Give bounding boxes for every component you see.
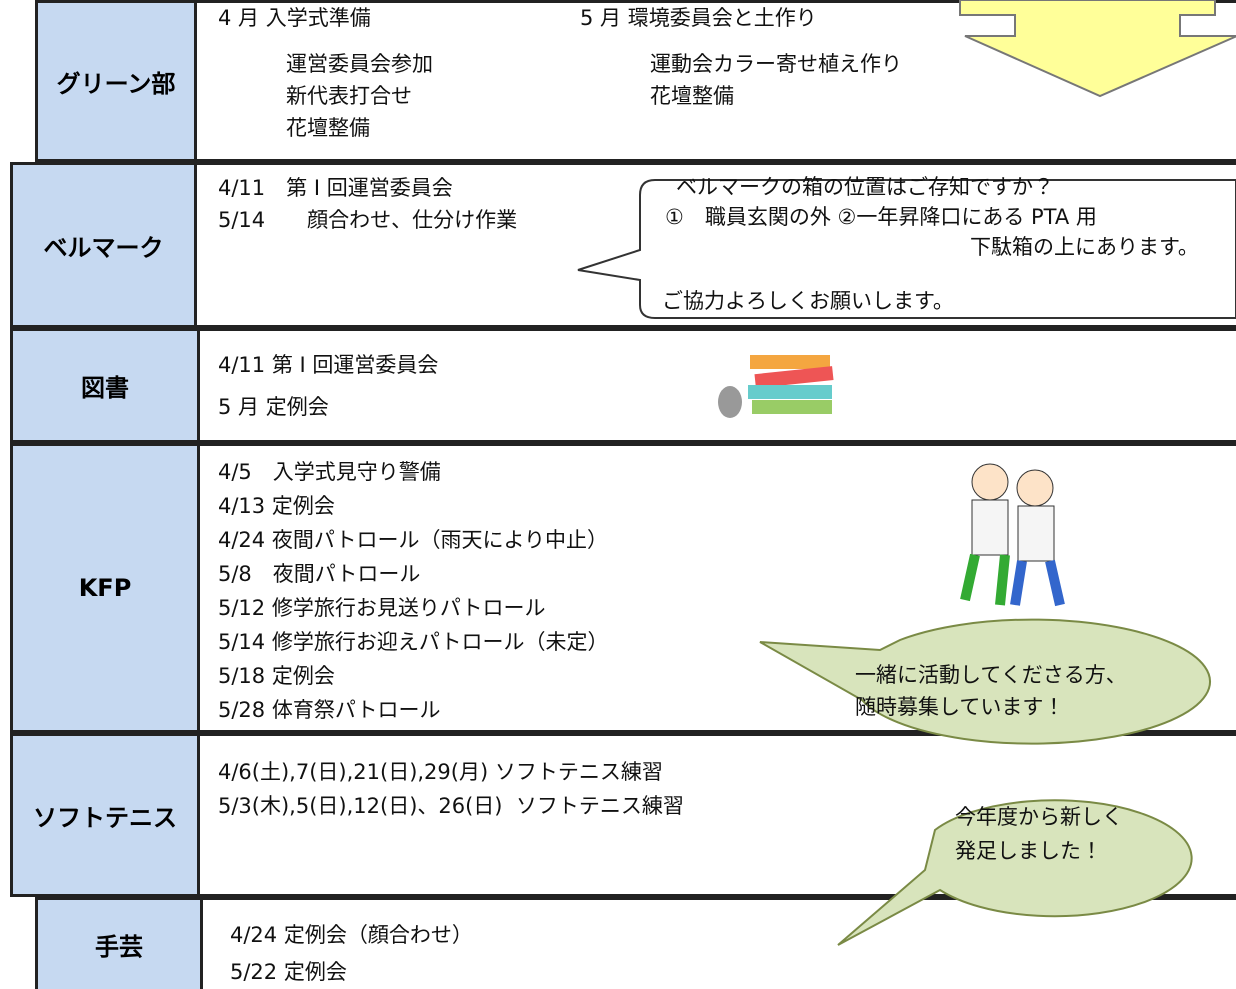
guard bbox=[1016, 469, 1054, 507]
callout-text: 随時募集しています！ bbox=[855, 695, 1064, 719]
callout-text: 今年度から新しく bbox=[955, 805, 1123, 829]
schedule-line: 運動会カラー寄せ植え作り bbox=[650, 52, 902, 76]
callout bbox=[837, 799, 1193, 946]
row-label: ベルマーク bbox=[10, 162, 197, 328]
schedule-line: 4/11 第 I 回運営委員会 bbox=[218, 176, 453, 200]
callout-text: ご協力よろしくお願いします。 bbox=[662, 289, 954, 313]
schedule-line: 5/18 定例会 bbox=[218, 664, 335, 688]
row-label: グリーン部 bbox=[35, 0, 197, 162]
guard bbox=[971, 499, 1009, 556]
row-label: 図書 bbox=[10, 328, 200, 443]
books bbox=[754, 366, 834, 389]
books bbox=[750, 355, 830, 369]
schedule-line: 花壇整備 bbox=[650, 84, 734, 108]
callout-text: 一緒に活動してくださる方、 bbox=[855, 663, 1127, 687]
schedule-line: 新代表打合せ bbox=[286, 84, 412, 108]
guard bbox=[960, 553, 1010, 606]
schedule-line: 4 月 入学式準備 bbox=[218, 6, 371, 30]
schedule-line: 4/5 入学式見守り警備 bbox=[218, 460, 441, 484]
schedule-line: 4/13 定例会 bbox=[218, 494, 335, 518]
schedule-line: 運営委員会参加 bbox=[286, 52, 433, 76]
row-label: KFP bbox=[10, 443, 200, 733]
schedule-line: 5/28 体育祭パトロール bbox=[218, 698, 441, 722]
schedule-line: 花壇整備 bbox=[286, 116, 370, 140]
row-label: 手芸 bbox=[35, 897, 203, 989]
callout bbox=[577, 179, 1236, 319]
guard bbox=[1010, 559, 1065, 607]
books bbox=[752, 400, 832, 414]
schedule-line: 5/3(木),5(日),12(日)、26(日) ソフトテニス練習 bbox=[218, 794, 684, 818]
schedule-line: 5 月 定例会 bbox=[218, 395, 329, 419]
schedule-line: 5 月 環境委員会と土作り bbox=[580, 6, 817, 30]
schedule-line: 5/8 夜間パトロール bbox=[218, 562, 421, 586]
schedule-line: 4/24 定例会（顔合わせ） bbox=[230, 923, 473, 947]
callout-text: 下駄箱の上にあります。 bbox=[970, 235, 1199, 259]
arrow bbox=[959, 0, 1236, 98]
callout-text: ベルマークの箱の位置はご存知ですか？ bbox=[676, 175, 1054, 199]
guard bbox=[1017, 505, 1055, 562]
schedule-line: 4/24 夜間パトロール（雨天により中止） bbox=[218, 528, 609, 552]
content-cell bbox=[200, 328, 1236, 443]
callout-text: 発足しました！ bbox=[955, 839, 1102, 863]
row-label: ソフトテニス bbox=[10, 733, 200, 897]
schedule-line: 4/6(土),7(日),21(日),29(月) ソフトテニス練習 bbox=[218, 760, 663, 784]
schedule-line: 5/14 修学旅行お迎えパトロール（未定） bbox=[218, 630, 609, 654]
schedule-line: 5/14 顔合わせ、仕分け作業 bbox=[218, 208, 518, 232]
books bbox=[748, 385, 832, 399]
schedule-line: 5/22 定例会 bbox=[230, 960, 347, 984]
schedule-line: 4/11 第 I 回運営委員会 bbox=[218, 353, 439, 377]
mouse bbox=[718, 386, 742, 418]
guard bbox=[971, 463, 1009, 501]
schedule-line: 5/12 修学旅行お見送りパトロール bbox=[218, 596, 546, 620]
callout bbox=[759, 618, 1211, 745]
callout-text: ① 職員玄関の外 ②一年昇降口にある PTA 用 bbox=[665, 205, 1097, 229]
